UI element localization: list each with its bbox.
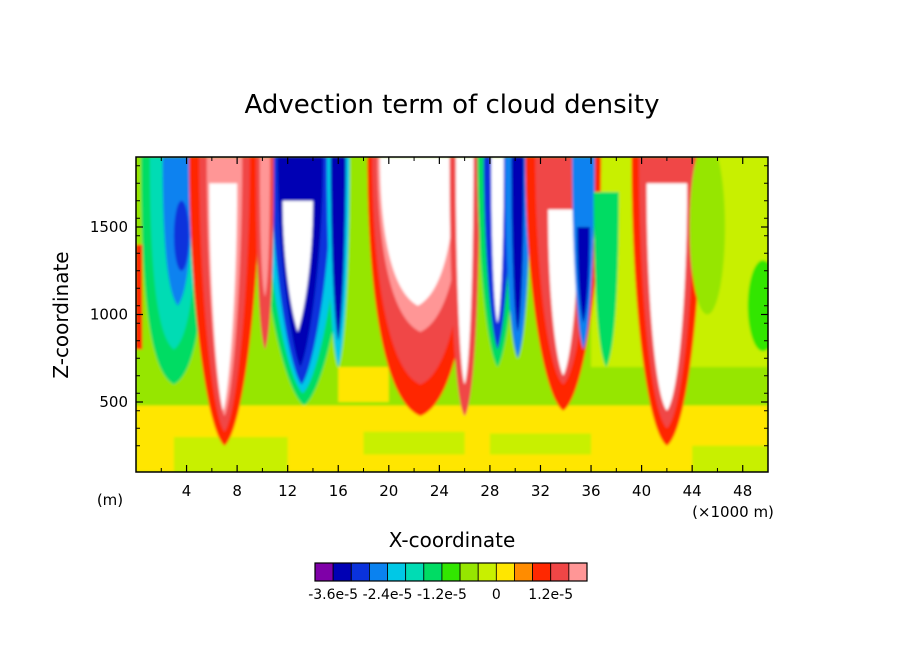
x-tick-label: 36 — [581, 482, 600, 500]
colorbar-swatch — [459, 562, 479, 582]
x-tick-label: 24 — [430, 482, 449, 500]
x-axis-label: X-coordinate — [389, 528, 516, 552]
colorbar-swatch — [441, 562, 461, 582]
colorbar-swatch — [405, 562, 425, 582]
y-tick-label: 1000 — [90, 306, 128, 324]
chart-title: Advection term of cloud density — [245, 90, 660, 120]
colorbar-swatch — [514, 562, 534, 582]
field-positive-core — [209, 183, 238, 411]
x-tick-label: 48 — [733, 482, 752, 500]
field-positive-plume — [259, 157, 270, 297]
field-band-low — [489, 433, 592, 455]
field-band-low — [363, 431, 465, 455]
y-axis: 500 1000 1500 — [90, 165, 768, 447]
colorbar-swatch — [495, 562, 515, 582]
field-core — [491, 157, 504, 324]
field-negative-lobe — [747, 260, 768, 352]
colorbar-swatch — [550, 562, 570, 582]
field-band-low — [692, 445, 768, 472]
field-band-mid — [689, 157, 726, 315]
field-positive-edge — [136, 244, 143, 350]
colorbar-label: -3.6e-5 — [308, 587, 358, 603]
field-negative-plume — [577, 227, 590, 324]
field-core — [282, 200, 313, 332]
colorbar-swatch — [314, 562, 334, 582]
field-negative-plume — [330, 157, 346, 341]
x-tick-label: 20 — [379, 482, 398, 500]
x-tick-label: 28 — [480, 482, 499, 500]
colorbar-label: 1.2e-5 — [528, 587, 573, 603]
colorbar-swatch — [368, 562, 388, 582]
y-tick-label: 500 — [99, 393, 128, 411]
x-tick-label: 16 — [329, 482, 348, 500]
x-tick-label: 32 — [531, 482, 550, 500]
x-unit-left: (m) — [97, 491, 123, 509]
colorbar-label: -2.4e-5 — [363, 587, 413, 603]
y-axis-label: Z-coordinate — [49, 251, 73, 378]
x-unit-right: (×1000 m) — [692, 503, 774, 521]
field-positive-core — [455, 157, 474, 385]
field-band-mid — [338, 367, 389, 402]
colorbar-swatch — [423, 562, 443, 582]
y-tick-label: 1500 — [90, 218, 128, 236]
colorbar-swatch — [332, 562, 352, 582]
field-negative-core — [173, 200, 190, 271]
field-positive-core — [548, 209, 579, 376]
x-tick-label: 4 — [182, 482, 192, 500]
colorbar-swatch — [387, 562, 407, 582]
x-tick-label: 44 — [683, 482, 702, 500]
field-negative-plume — [593, 192, 619, 367]
colorbar: -3.6e-5 -2.4e-5 -1.2e-5 0 1.2e-5 — [308, 562, 588, 603]
colorbar-swatch — [568, 562, 588, 582]
colorbar-label: 0 — [492, 587, 501, 603]
colorbar-swatch — [350, 562, 370, 582]
colorbar-frame — [314, 562, 588, 582]
colorbar-label: -1.2e-5 — [417, 587, 467, 603]
colorbar-swatch — [532, 562, 552, 582]
field-positive-core — [379, 157, 456, 306]
field-positive-core — [646, 183, 688, 411]
x-tick-label: 40 — [632, 482, 651, 500]
x-tick-label: 8 — [232, 482, 242, 500]
field-negative-plume — [511, 157, 525, 332]
x-tick-label: 12 — [278, 482, 297, 500]
x-axis: 4 8 12 16 20 24 28 32 36 40 44 48 — [160, 157, 752, 500]
colorbar-swatch — [477, 562, 497, 582]
plot-area — [136, 157, 768, 472]
field-band-low — [173, 437, 288, 472]
